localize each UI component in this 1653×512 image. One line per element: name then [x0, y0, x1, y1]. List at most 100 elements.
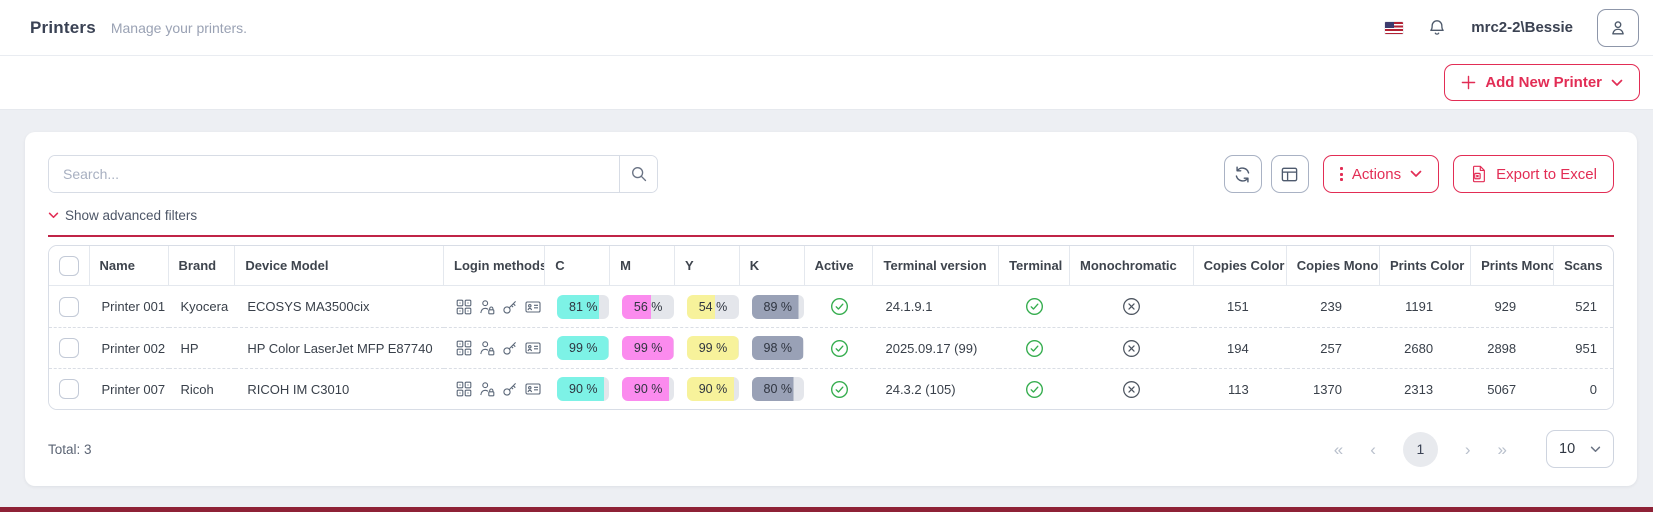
search-group — [48, 155, 658, 193]
chevron-down-icon — [1590, 446, 1601, 453]
printer-model: HP Color LaserJet MFP E87740 — [235, 327, 445, 368]
table-columns-icon — [1280, 165, 1299, 184]
column-header-name[interactable]: Name — [89, 246, 169, 286]
active-status — [804, 327, 874, 368]
login-methods — [456, 381, 541, 397]
terminal-version: 2025.09.17 (99) — [873, 327, 1000, 368]
chevron-down-icon — [1410, 170, 1422, 178]
column-header-prints-mono[interactable]: Prints Mono — [1471, 246, 1555, 286]
refresh-icon — [1233, 165, 1252, 184]
pin-code-icon — [456, 340, 472, 356]
user-icon — [1608, 18, 1628, 38]
last-page-button[interactable]: » — [1497, 439, 1507, 459]
column-header-monochromatic[interactable]: Monochromatic — [1069, 246, 1194, 286]
top-bar: Printers Manage your printers. mrc2-2\Be… — [0, 0, 1653, 56]
row-checkbox[interactable] — [59, 379, 80, 399]
printer-brand: Ricoh — [168, 368, 236, 409]
select-all-checkbox[interactable] — [58, 255, 79, 276]
column-header-m[interactable]: M — [610, 246, 675, 286]
chevron-down-icon — [1611, 79, 1623, 87]
key-icon — [502, 381, 518, 397]
id-card-icon — [525, 381, 541, 397]
current-page-button[interactable]: 1 — [1402, 431, 1438, 467]
copies-color-value: 151 — [1193, 286, 1287, 327]
next-page-button[interactable]: › — [1464, 439, 1471, 459]
column-header-terminal[interactable]: Terminal — [999, 246, 1070, 286]
black-level-badge: 98 % — [751, 336, 804, 360]
x-circle-icon — [1122, 380, 1141, 399]
refresh-button[interactable] — [1223, 155, 1262, 193]
table-body: Printer 001 Kyocera ECOSYS MA3500cix 81 … — [49, 286, 1613, 409]
columns-settings-button[interactable] — [1270, 155, 1309, 193]
notifications-bell-icon[interactable] — [1427, 18, 1447, 38]
key-icon — [502, 340, 518, 356]
column-header-copies-color[interactable]: Copies Color — [1193, 246, 1287, 286]
language-flag-icon[interactable] — [1385, 21, 1404, 34]
pagination: « ‹ 1 › » 10 — [1334, 430, 1614, 468]
column-header-scans[interactable]: Scans — [1554, 246, 1613, 286]
login-methods — [456, 299, 541, 315]
cyan-level-badge: 90 % — [557, 377, 610, 401]
column-header-prints-color[interactable]: Prints Color — [1379, 246, 1472, 286]
action-bar: Add New Printer — [0, 56, 1653, 110]
plus-icon — [1461, 75, 1476, 90]
page-size-select[interactable]: 10 — [1546, 430, 1614, 468]
table-row[interactable]: Printer 007 Ricoh RICOH IM C3010 90 % 90… — [49, 368, 1613, 409]
check-circle-icon — [1025, 297, 1044, 316]
copies-color-value: 113 — [1193, 368, 1287, 409]
prints-mono-value: 5067 — [1471, 368, 1555, 409]
search-input[interactable] — [49, 156, 619, 192]
column-header-copies-mono[interactable]: Copies Mono — [1286, 246, 1380, 286]
yellow-level-badge: 99 % — [686, 336, 739, 360]
prev-page-button[interactable]: ‹ — [1370, 439, 1376, 459]
yellow-level-badge: 90 % — [686, 377, 739, 401]
vertical-dots-icon — [1339, 167, 1343, 181]
monochromatic-status — [1069, 286, 1194, 327]
column-header-k[interactable]: K — [739, 246, 805, 286]
first-page-button[interactable]: « — [1333, 439, 1344, 459]
check-circle-icon — [1025, 339, 1044, 358]
total-count: Total: 3 — [48, 441, 92, 457]
red-divider — [48, 235, 1614, 237]
column-header-brand[interactable]: Brand — [168, 246, 236, 286]
printer-name: Printer 007 — [89, 368, 169, 409]
add-new-printer-label: Add New Printer — [1485, 74, 1602, 91]
actions-button[interactable]: Actions — [1322, 155, 1440, 193]
column-header-device-model[interactable]: Device Model — [235, 246, 445, 286]
column-header-c[interactable]: C — [545, 246, 611, 286]
terminal-version: 24.3.2 (105) — [873, 368, 1000, 409]
printer-brand: Kyocera — [168, 286, 236, 327]
row-checkbox[interactable] — [59, 296, 80, 317]
column-header-terminal-version[interactable]: Terminal version — [873, 246, 1000, 286]
column-header-login-methods[interactable]: Login methods — [444, 246, 546, 286]
check-circle-icon — [830, 380, 849, 399]
terminal-status — [999, 368, 1070, 409]
export-to-excel-button[interactable]: Export to Excel — [1453, 155, 1614, 193]
printer-model: RICOH IM C3010 — [235, 368, 445, 409]
table-row[interactable]: Printer 001 Kyocera ECOSYS MA3500cix 81 … — [49, 286, 1613, 327]
column-header-active[interactable]: Active — [804, 246, 874, 286]
search-button[interactable] — [619, 156, 657, 192]
pin-code-icon — [456, 299, 472, 315]
search-icon — [630, 165, 648, 183]
magenta-level-badge: 56 % — [622, 294, 675, 319]
user-menu-button[interactable] — [1597, 8, 1639, 47]
copies-mono-value: 1370 — [1286, 368, 1380, 409]
row-checkbox[interactable] — [59, 338, 80, 358]
prints-color-value: 2680 — [1379, 327, 1472, 368]
terminal-status — [999, 286, 1070, 327]
bottom-accent-bar — [0, 507, 1653, 512]
column-header-y[interactable]: Y — [674, 246, 740, 286]
printer-model: ECOSYS MA3500cix — [235, 286, 445, 327]
id-card-icon — [525, 340, 541, 356]
black-level-badge: 89 % — [751, 294, 804, 319]
add-new-printer-button[interactable]: Add New Printer — [1444, 64, 1640, 101]
show-advanced-filters-toggle[interactable]: Show advanced filters — [48, 208, 197, 223]
table-row[interactable]: Printer 002 HP HP Color LaserJet MFP E87… — [49, 327, 1613, 368]
scans-value: 0 — [1554, 368, 1613, 409]
copies-mono-value: 257 — [1286, 327, 1380, 368]
magenta-level-badge: 90 % — [622, 377, 675, 401]
user-lock-icon — [479, 381, 495, 397]
copies-mono-value: 239 — [1286, 286, 1380, 327]
login-methods — [456, 340, 541, 356]
